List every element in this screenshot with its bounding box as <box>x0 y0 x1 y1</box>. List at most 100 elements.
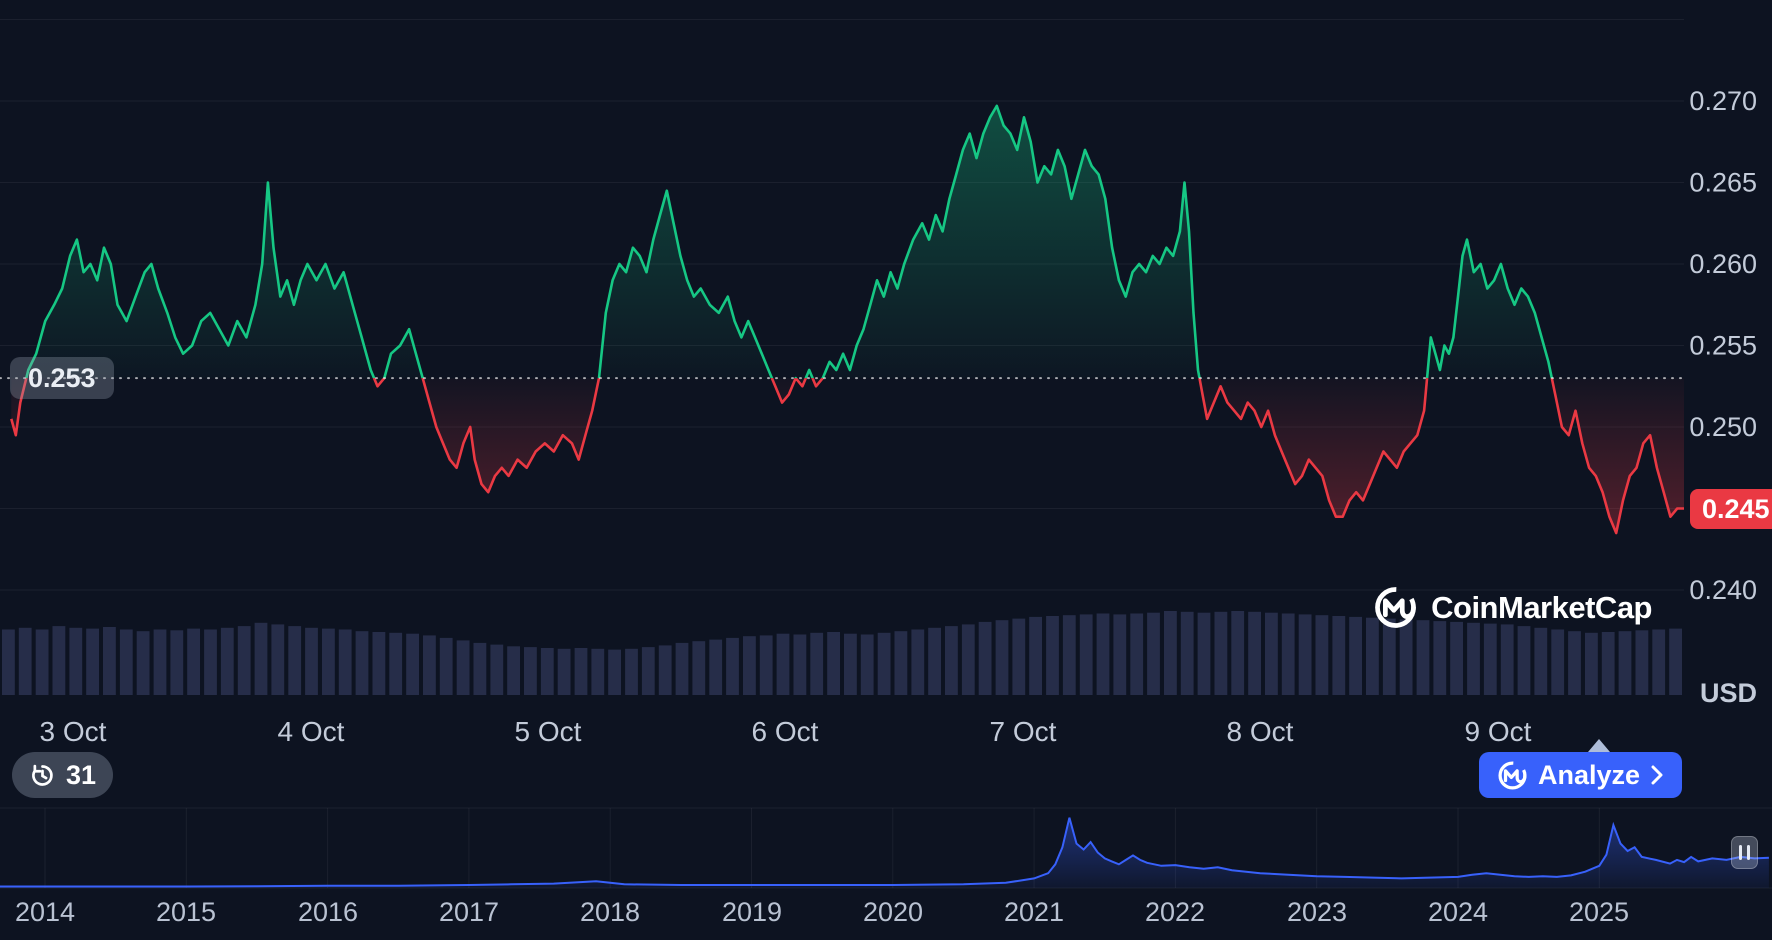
volume-bar <box>743 636 756 695</box>
previous-close-label: 0.253 <box>10 357 114 399</box>
price-area-up <box>11 105 1684 379</box>
previous-close-value: 0.253 <box>28 362 96 393</box>
volume-bar <box>1433 621 1447 695</box>
volume-bar <box>187 628 200 695</box>
volume-bar <box>1349 616 1362 695</box>
timeline-handle[interactable] <box>1731 836 1758 869</box>
volume-bar <box>372 632 386 695</box>
volume-bar <box>540 648 554 695</box>
volume-bar <box>204 629 217 695</box>
volume-bar <box>1265 612 1278 695</box>
volume-bar <box>1450 621 1463 695</box>
analyze-button[interactable]: Analyze <box>1478 752 1682 798</box>
history-badge[interactable]: 31 <box>12 752 114 798</box>
price-chart[interactable]: 0.270 0.265 0.260 0.255 0.250 0.240 USD <box>0 0 1772 712</box>
volume-bar <box>136 631 150 695</box>
volume-bar <box>759 635 773 695</box>
volume-bar <box>1534 627 1548 695</box>
volume-bar <box>355 631 369 695</box>
volume-bar <box>456 640 470 695</box>
volume-bar <box>810 632 824 695</box>
volume-bar <box>69 627 83 695</box>
watermark-text: CoinMarketCap <box>1431 589 1652 625</box>
timeline-year-label: 2014 <box>14 897 76 927</box>
volume-bar <box>675 642 689 695</box>
volume-bar <box>35 629 49 695</box>
volume-bar <box>490 644 504 695</box>
volume-bar <box>1568 631 1581 695</box>
volume-bar <box>726 637 739 695</box>
timeline-year-label: 2017 <box>438 897 500 927</box>
y-axis-label: 0.270 <box>1689 86 1757 116</box>
x-axis-label: 4 Oct <box>277 716 345 747</box>
volume-bar <box>1281 613 1295 695</box>
y-axis-label: 0.240 <box>1689 575 1757 605</box>
volume-bar <box>2 629 15 695</box>
volume-bar <box>237 626 251 695</box>
current-price-tag: 0.245 <box>1690 489 1772 529</box>
volume-bar <box>1635 630 1649 695</box>
volume-bar <box>1298 614 1312 695</box>
volume-bar <box>423 635 436 695</box>
coinmarketcap-watermark: CoinMarketCap <box>1373 585 1652 630</box>
volume-bar <box>389 632 403 695</box>
timeline-year-label: 2019 <box>721 897 783 927</box>
volume-bar <box>709 639 723 695</box>
volume-bar <box>945 626 958 695</box>
volume-bar <box>1214 611 1228 695</box>
volume-bar <box>86 628 99 695</box>
volume-bar <box>1164 611 1177 695</box>
timeline-year-axis: 2014 2015 2016 2017 2018 2019 2020 2021 2022 2023… <box>0 897 1772 931</box>
y-axis-label: 0.260 <box>1689 249 1757 279</box>
chevron-right-icon <box>1651 765 1663 785</box>
coinmarketcap-logo-icon <box>1498 760 1527 790</box>
volume-bar <box>1416 620 1430 695</box>
volume-bar <box>1585 632 1598 695</box>
volume-bar <box>1467 622 1480 695</box>
timeline-year-label: 2021 <box>1003 897 1065 927</box>
volume-bar <box>658 645 672 695</box>
x-axis: 3 Oct 4 Oct 5 Oct 6 Oct 7 Oct 8 Oct 9 Oct <box>0 716 1700 752</box>
volume-bar <box>1618 631 1632 695</box>
volume-bar <box>1551 629 1565 695</box>
x-axis-label: 6 Oct <box>751 716 819 747</box>
x-axis-label: 3 Oct <box>39 716 107 747</box>
volume-bar <box>860 634 874 695</box>
volume-bar <box>1113 614 1127 695</box>
volume-bar <box>978 621 992 695</box>
price-line-up <box>24 104 1554 379</box>
volume-bar <box>776 633 790 695</box>
volume-bar <box>995 620 1009 695</box>
volume-bar <box>1197 612 1211 695</box>
volume-bar <box>1652 629 1666 695</box>
currency-label: USD <box>1700 678 1757 708</box>
volume-bar <box>1315 615 1329 695</box>
timeline-chart[interactable] <box>0 800 1772 940</box>
volume-bar <box>1231 611 1245 695</box>
y-axis-label: 0.250 <box>1689 412 1757 442</box>
volume-bar <box>1147 612 1160 695</box>
timeline-year-label: 2016 <box>297 897 359 927</box>
volume-bar <box>254 622 268 695</box>
volume-bar <box>322 628 335 695</box>
volume-bar <box>793 634 807 695</box>
volume-bar <box>1669 628 1682 695</box>
volume-bar <box>52 626 66 695</box>
volume-bar <box>1079 614 1093 695</box>
volume-bar <box>961 624 975 695</box>
volume-bar <box>1012 618 1026 695</box>
tooltip-arrow-icon <box>1588 739 1610 752</box>
volume-bar <box>439 637 453 695</box>
volume-bar <box>1500 624 1514 695</box>
volume-bar <box>18 627 32 695</box>
volume-bar <box>557 648 571 695</box>
volume-bar <box>119 629 133 695</box>
volume-bar <box>1062 615 1076 695</box>
coinmarketcap-logo-icon <box>1375 587 1416 628</box>
volume-bar <box>1130 613 1144 695</box>
volume-bar <box>911 629 925 695</box>
volume-bar <box>473 642 487 695</box>
volume-bar <box>1248 611 1261 695</box>
volume-bar <box>1096 613 1110 695</box>
